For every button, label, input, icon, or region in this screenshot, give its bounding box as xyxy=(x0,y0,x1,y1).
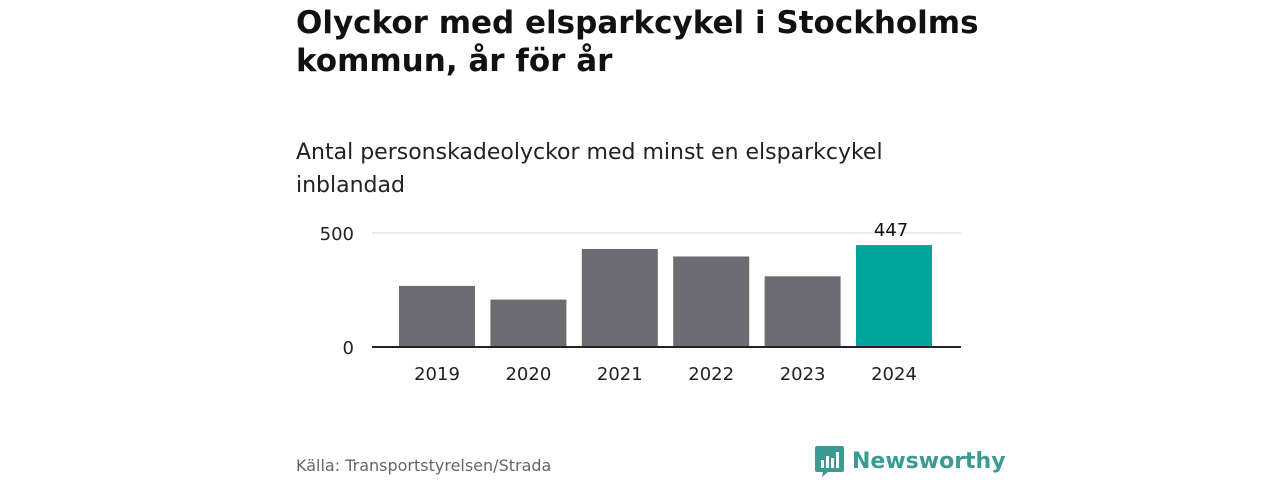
x-tick-label: 2020 xyxy=(505,364,551,385)
chart-title: Olyckor med elsparkcykel i Stockholms ko… xyxy=(296,5,979,79)
brand-name: Newsworthy xyxy=(852,449,1006,474)
x-tick-label: 2023 xyxy=(780,364,826,385)
bar-2019 xyxy=(399,285,475,347)
bar-2023 xyxy=(764,276,841,347)
x-tick-label: 2022 xyxy=(688,364,734,385)
brand-logo: Newsworthy xyxy=(815,446,1006,477)
bar-chart-speech-bubble-icon xyxy=(815,446,844,477)
chart-subtitle: Antal personskadeolyckor med minst en el… xyxy=(296,140,883,198)
y-tick-label: 500 xyxy=(320,224,354,245)
x-tick-label: 2024 xyxy=(871,364,917,385)
bar-2022 xyxy=(673,256,750,347)
data-label: 447 xyxy=(874,220,908,241)
x-tick-label: 2019 xyxy=(414,364,460,385)
source-note: Källa: Transportstyrelsen/Strada xyxy=(296,456,552,475)
y-tick-label: 0 xyxy=(343,338,354,359)
bar-2020 xyxy=(490,299,567,347)
x-tick-label: 2021 xyxy=(597,364,643,385)
bar-2021 xyxy=(581,248,658,347)
bar-2024 xyxy=(856,245,932,347)
